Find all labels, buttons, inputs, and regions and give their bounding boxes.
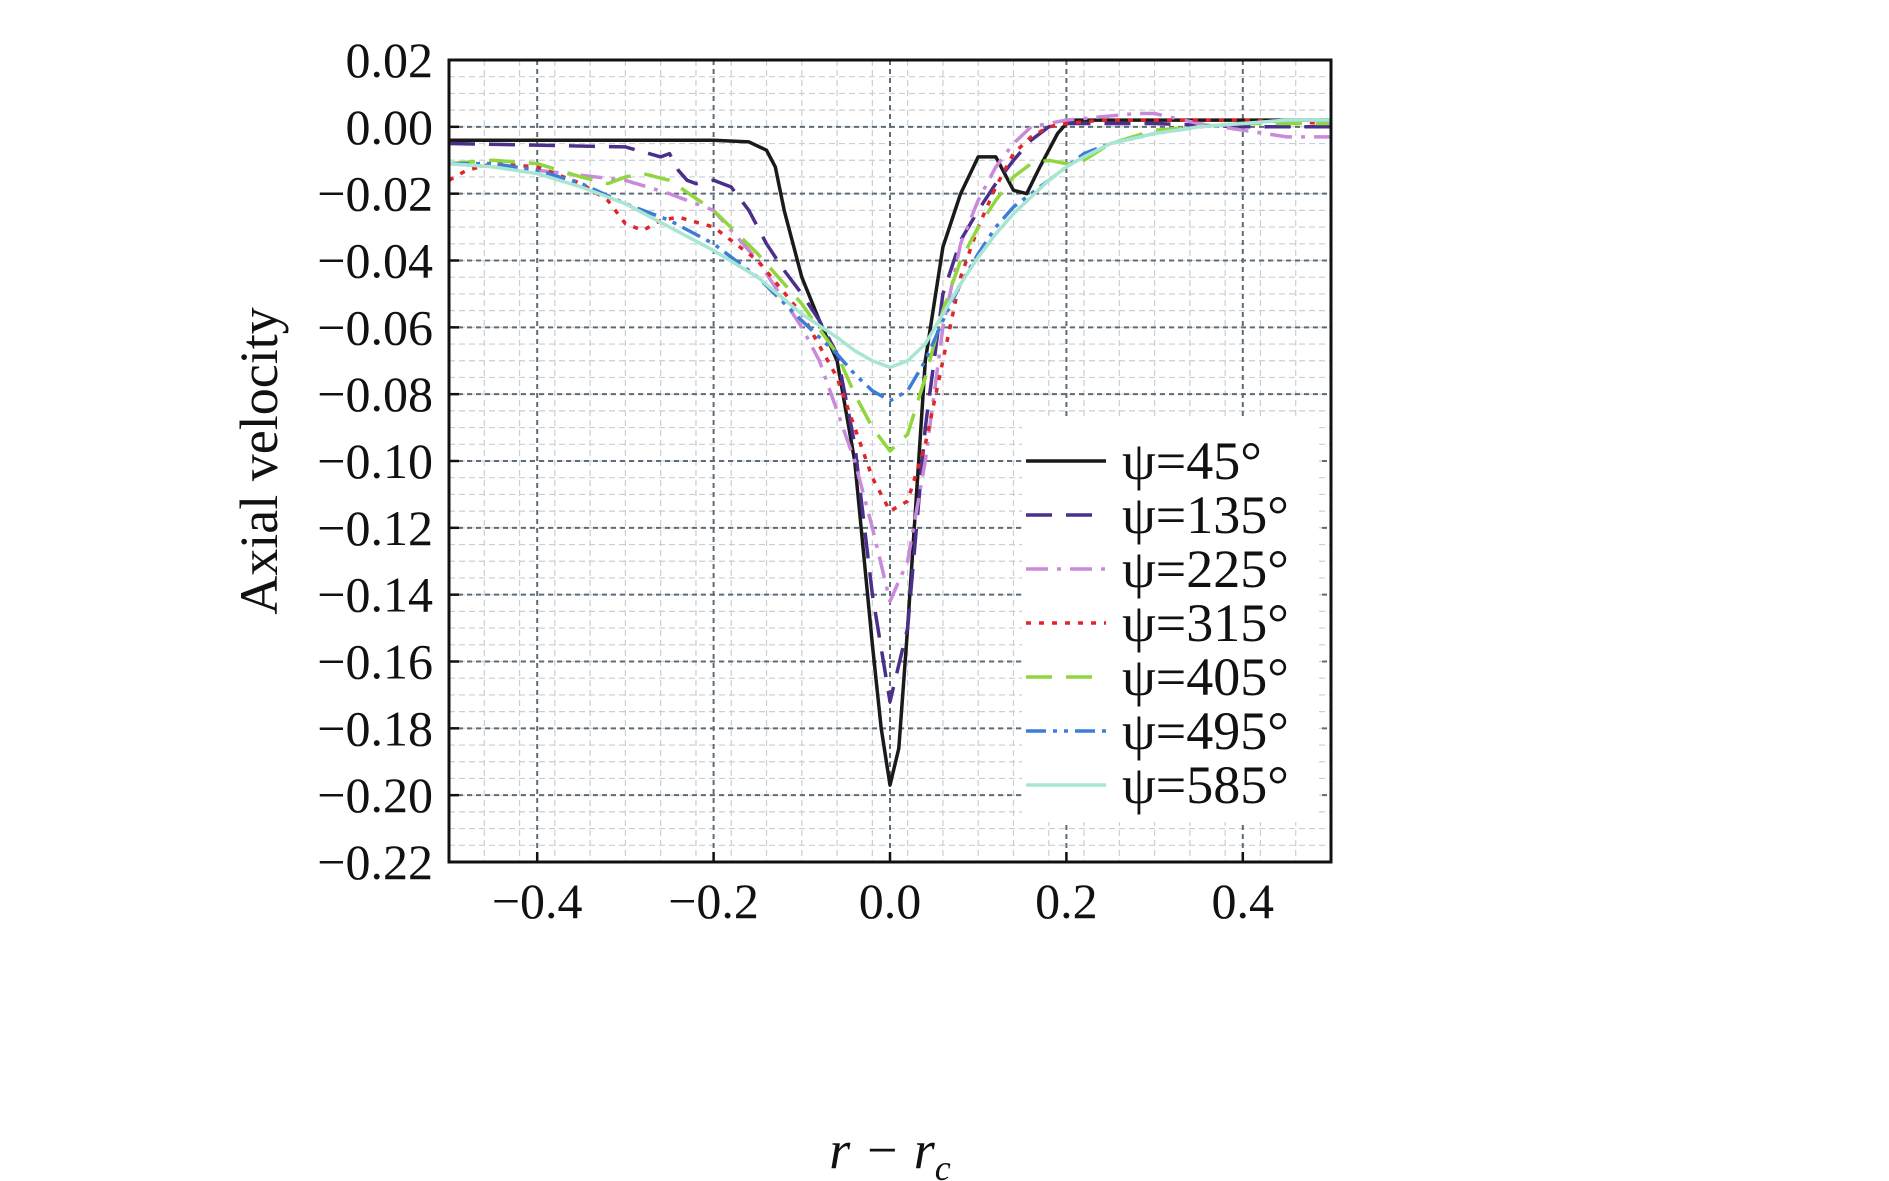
y-tick-label: −0.14 (317, 567, 433, 623)
y-tick-label: −0.16 (317, 634, 433, 690)
y-tick-label: −0.22 (317, 834, 433, 890)
series-line (448, 121, 1331, 704)
legend-label: ψ=135° (1122, 485, 1289, 545)
series-line (448, 111, 1331, 604)
y-axis-ticks: 0.02 0.00 −0.02 −0.04 −0.06 −0.08 −0.10 −0.12 −0… (317, 32, 459, 890)
series-layer (448, 111, 1332, 787)
y-tick-label: −0.02 (317, 166, 433, 222)
legend-label: ψ=45° (1122, 431, 1262, 491)
series-line (449, 118, 1331, 403)
y-tick-label: −0.20 (317, 767, 433, 823)
x-tick-label: −0.4 (492, 873, 583, 929)
legend: ψ=45°ψ=135°ψ=225°ψ=315°ψ=405°ψ=495°ψ=585… (1022, 416, 1318, 822)
y-axis-title: Axial velocity (229, 307, 289, 614)
series-line (448, 118, 1331, 370)
legend-label: ψ=495° (1122, 701, 1289, 761)
series-line (448, 121, 1331, 453)
y-tick-label: −0.08 (317, 366, 433, 422)
y-tick-label: 0.00 (346, 99, 434, 155)
y-tick-label: 0.02 (346, 32, 434, 88)
series-line (448, 118, 1332, 513)
legend-label: ψ=405° (1122, 647, 1289, 707)
x-tick-label: 0.2 (1035, 873, 1098, 929)
legend-label: ψ=225° (1122, 539, 1289, 599)
x-axis-title: r − rc (829, 1120, 950, 1181)
y-tick-label: −0.04 (317, 233, 433, 289)
legend-label: ψ=585° (1122, 755, 1289, 815)
y-tick-label: −0.10 (317, 433, 433, 489)
y-tick-label: −0.18 (317, 700, 433, 756)
x-tick-label: −0.2 (668, 873, 759, 929)
legend-box (1022, 416, 1318, 822)
y-tick-label: −0.12 (317, 500, 433, 556)
x-axis-ticks: −0.4 −0.2 0.0 0.2 0.4 (492, 852, 1274, 929)
x-tick-label: 0.4 (1212, 873, 1275, 929)
x-tick-label: 0.0 (859, 873, 922, 929)
y-tick-label: −0.06 (317, 299, 433, 355)
legend-label: ψ=315° (1122, 593, 1289, 653)
